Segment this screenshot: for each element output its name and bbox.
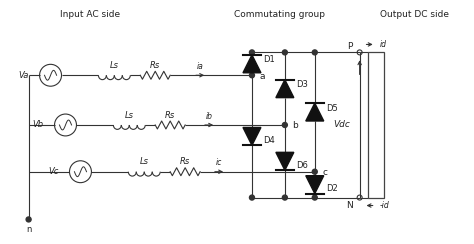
Text: Ls: Ls	[125, 111, 134, 120]
Text: D5: D5	[326, 104, 337, 112]
Text: DC Loads: DC Loads	[371, 107, 380, 143]
Text: ic: ic	[216, 158, 222, 167]
Text: Rs: Rs	[165, 111, 175, 120]
Circle shape	[283, 50, 287, 55]
Polygon shape	[276, 152, 294, 170]
Text: Commutating group: Commutating group	[234, 10, 325, 19]
Circle shape	[312, 169, 317, 174]
Circle shape	[283, 195, 287, 200]
Text: c: c	[322, 168, 327, 177]
Polygon shape	[306, 176, 324, 193]
Text: Vdc: Vdc	[333, 121, 350, 130]
Text: D4: D4	[263, 136, 274, 145]
Circle shape	[312, 50, 317, 55]
Text: D1: D1	[263, 55, 274, 64]
Polygon shape	[243, 55, 261, 73]
Text: D6: D6	[296, 161, 308, 170]
Circle shape	[283, 122, 287, 127]
Text: Rs: Rs	[180, 157, 190, 166]
Text: ib: ib	[206, 112, 212, 121]
Circle shape	[26, 217, 31, 222]
Polygon shape	[306, 103, 324, 121]
Bar	[368, 52, 383, 198]
Text: Ls: Ls	[110, 61, 119, 70]
Circle shape	[249, 195, 255, 200]
Text: a: a	[259, 72, 264, 81]
Text: D3: D3	[296, 80, 308, 89]
Text: Vc: Vc	[48, 167, 58, 176]
Text: b: b	[292, 122, 298, 131]
Text: -id: -id	[380, 201, 389, 210]
Circle shape	[249, 73, 255, 78]
Text: Output DC side: Output DC side	[380, 10, 449, 19]
Text: Input AC side: Input AC side	[60, 10, 120, 19]
Text: Va: Va	[18, 71, 28, 80]
Text: Ls: Ls	[140, 157, 149, 166]
Text: Rs: Rs	[150, 61, 160, 70]
Circle shape	[249, 50, 255, 55]
Text: ia: ia	[197, 62, 203, 71]
Polygon shape	[276, 80, 294, 98]
Text: id: id	[380, 40, 387, 49]
Text: N: N	[346, 201, 353, 210]
Circle shape	[312, 195, 317, 200]
Text: n: n	[26, 225, 31, 234]
Text: D2: D2	[326, 184, 337, 193]
Polygon shape	[243, 127, 261, 145]
Text: P: P	[347, 42, 352, 51]
Text: Vb: Vb	[32, 121, 44, 130]
